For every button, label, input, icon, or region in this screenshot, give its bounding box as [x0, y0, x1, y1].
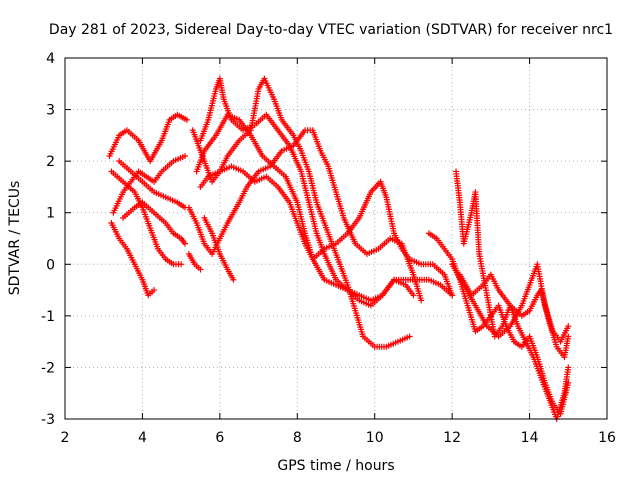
- x-tick-label: 2: [61, 430, 70, 446]
- x-tick-label: 8: [293, 430, 302, 446]
- data-point-marker: [565, 333, 572, 340]
- y-tick-label: 3: [46, 103, 55, 119]
- series-trace: [108, 220, 158, 299]
- x-tick-label: 12: [443, 430, 461, 446]
- y-tick-label: -3: [41, 412, 55, 428]
- data-point-marker: [565, 323, 572, 330]
- y-tick-label: 4: [46, 51, 55, 67]
- data-point-marker: [182, 152, 189, 159]
- data-point-marker: [183, 116, 190, 123]
- x-tick-label: 16: [598, 430, 616, 446]
- data-point-marker: [197, 266, 204, 273]
- series-trace: [197, 163, 456, 299]
- series-trace: [189, 75, 413, 350]
- series-trace: [185, 127, 425, 304]
- series-trace: [110, 152, 189, 216]
- y-tick-label: 0: [46, 257, 55, 273]
- y-tick-label: -1: [41, 309, 55, 325]
- y-tick-label: -2: [41, 360, 55, 376]
- data-point-marker: [178, 261, 185, 268]
- y-tick-label: 2: [46, 154, 55, 170]
- data-points: [106, 75, 572, 422]
- series-trace: [193, 111, 456, 309]
- x-tick-label: 10: [366, 430, 384, 446]
- series-trace: [453, 168, 572, 422]
- plot-frame: [64, 57, 608, 420]
- y-tick-label: 1: [46, 206, 55, 222]
- series-trace: [201, 214, 237, 283]
- series-trace: [120, 199, 189, 247]
- series-trace: [106, 111, 190, 165]
- chart-title: Day 281 of 2023, Sidereal Day-to-day VTE…: [49, 22, 613, 38]
- data-point-marker: [565, 364, 572, 371]
- x-axis-label: GPS time / hours: [277, 458, 394, 474]
- data-point-marker: [449, 292, 456, 299]
- series-trace: [456, 271, 572, 361]
- x-tick-label: 6: [215, 430, 224, 446]
- data-point-marker: [182, 240, 189, 247]
- data-point-marker: [406, 333, 413, 340]
- y-axis-label: SDTVAR / TECUs: [7, 181, 23, 296]
- x-tick-label: 14: [521, 430, 539, 446]
- data-point-marker: [230, 276, 237, 283]
- data-point-marker: [151, 287, 158, 294]
- series-trace: [185, 250, 204, 273]
- data-point-marker: [418, 297, 425, 304]
- data-point-marker: [410, 292, 417, 299]
- x-tick-label: 4: [138, 430, 147, 446]
